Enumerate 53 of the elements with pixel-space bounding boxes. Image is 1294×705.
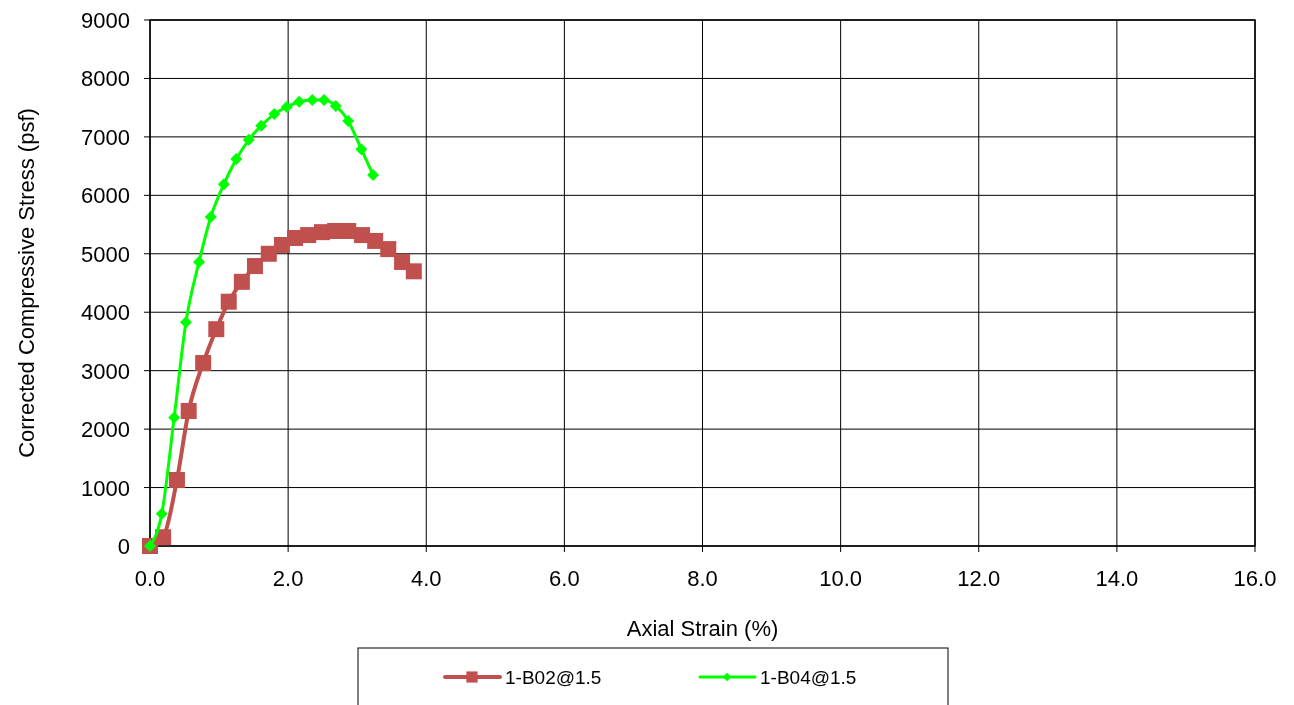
y-tick-label: 0 <box>117 534 130 559</box>
point <box>329 99 342 112</box>
point <box>318 94 331 107</box>
point <box>306 94 319 107</box>
y-tick-label: 5000 <box>81 241 130 267</box>
point <box>246 258 263 275</box>
y-axis-title: Corrected Compressive Stress (psf) <box>14 108 39 458</box>
point <box>168 411 181 424</box>
y-tick-label: 8000 <box>81 66 130 92</box>
point <box>220 293 237 310</box>
point <box>155 529 172 546</box>
point <box>179 316 192 329</box>
point <box>280 101 293 114</box>
point <box>355 143 368 156</box>
x-tick-label: 8.0 <box>687 566 718 591</box>
y-tick-label: 2000 <box>81 417 130 443</box>
y-tick-label: 1000 <box>81 475 130 501</box>
point <box>260 245 277 262</box>
y-tick-label: 9000 <box>81 8 130 33</box>
legend-label: 1-B04@1.5 <box>760 667 857 688</box>
point <box>230 153 243 166</box>
point <box>208 321 225 338</box>
y-tick-label: 4000 <box>81 300 130 326</box>
point <box>268 108 281 121</box>
point <box>204 210 217 223</box>
point <box>195 355 212 372</box>
x-tick-label: 10.0 <box>819 566 863 591</box>
x-tick-label: 14.0 <box>1095 566 1139 591</box>
point <box>380 241 397 258</box>
y-tick-label: 7000 <box>81 124 130 150</box>
x-tick-label: 0.0 <box>134 566 166 591</box>
point <box>367 232 384 249</box>
point <box>217 178 230 191</box>
x-tick-label: 4.0 <box>410 566 442 591</box>
x-tick-label: 16.0 <box>1233 566 1277 591</box>
point <box>180 402 197 419</box>
x-tick-label: 2.0 <box>272 566 304 591</box>
point <box>155 507 168 520</box>
point <box>233 273 250 290</box>
y-tick-label: 3000 <box>81 358 130 384</box>
x-tick-label: 6.0 <box>549 566 580 591</box>
x-tick-label: 12.0 <box>957 566 1001 591</box>
point <box>242 133 255 146</box>
y-tick-label: 6000 <box>81 183 130 209</box>
legend-label: 1-B02@1.5 <box>505 667 602 688</box>
point <box>168 471 185 488</box>
point <box>293 95 306 108</box>
point <box>367 168 380 181</box>
point <box>342 115 355 128</box>
x-axis-title: Axial Strain (%) <box>626 616 779 641</box>
point <box>255 119 268 132</box>
point <box>405 263 422 280</box>
point <box>193 255 206 268</box>
